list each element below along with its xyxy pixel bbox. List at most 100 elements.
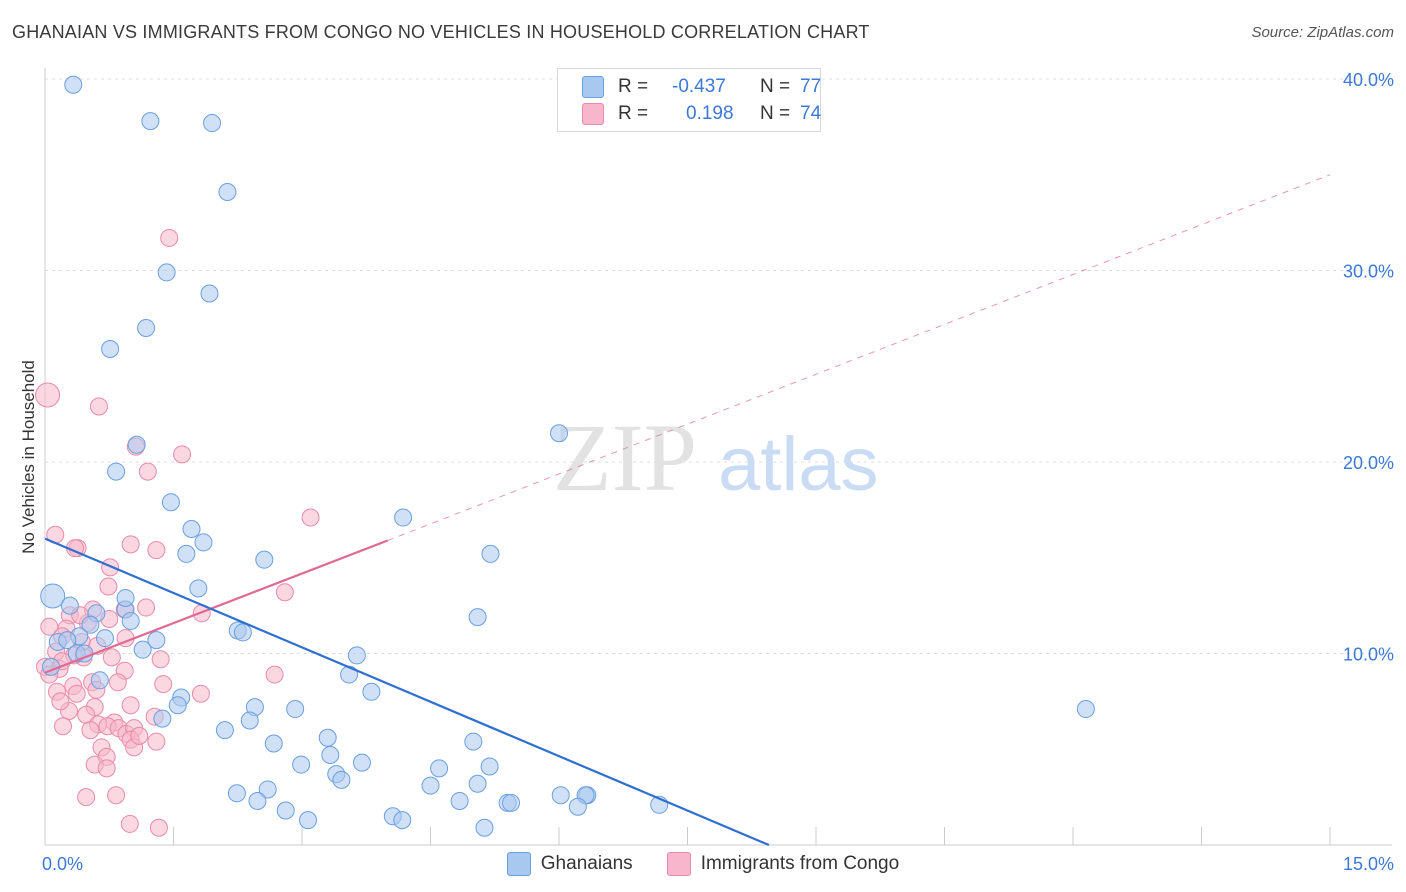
congo-point bbox=[51, 692, 70, 711]
ghanaian-point bbox=[568, 797, 587, 816]
legend-swatch-pink bbox=[666, 852, 691, 876]
ghanaian-point bbox=[64, 75, 83, 94]
ghanaian-point bbox=[464, 732, 483, 751]
ghanaian-point bbox=[352, 753, 371, 772]
legend-swatch-blue bbox=[582, 76, 604, 98]
ghanaian-point bbox=[182, 520, 201, 539]
grid-lines bbox=[45, 78, 1392, 654]
ghanaian-point bbox=[240, 711, 259, 730]
congo-trend-line bbox=[44, 539, 389, 674]
ghanaian-point bbox=[177, 544, 196, 563]
legend-swatch-pink bbox=[582, 103, 604, 125]
congo-point bbox=[149, 818, 168, 837]
congo-point bbox=[67, 684, 86, 703]
congo-point bbox=[130, 726, 149, 745]
legend-item-congo[interactable]: Immigrants from Congo bbox=[666, 852, 900, 876]
ghanaian-point bbox=[475, 818, 494, 837]
ghanaian-point bbox=[421, 776, 440, 795]
ghanaian-point bbox=[286, 700, 305, 719]
ghanaian-point bbox=[481, 544, 500, 563]
watermark-atlas: atlas bbox=[718, 422, 879, 507]
congo-point bbox=[97, 759, 116, 778]
ghanaian-point bbox=[81, 615, 100, 634]
congo-point bbox=[77, 788, 96, 807]
legend-label-congo: Immigrants from Congo bbox=[700, 853, 900, 874]
series-legend: Ghanaians Immigrants from Congo bbox=[0, 852, 1406, 876]
congo-point bbox=[81, 721, 100, 740]
ghanaian-point bbox=[255, 550, 274, 569]
ghanaian-point bbox=[200, 284, 219, 303]
ghanaian-point bbox=[258, 780, 277, 799]
congo-point bbox=[137, 598, 156, 617]
ghanaian-point bbox=[60, 596, 79, 615]
legend-item-ghanaians[interactable]: Ghanaians bbox=[506, 852, 633, 876]
ghanaian-point bbox=[502, 793, 521, 812]
ghanaian-point bbox=[189, 579, 208, 598]
ghanaian-point bbox=[153, 709, 172, 728]
ghanaian-point bbox=[121, 611, 140, 630]
ghanaian-point bbox=[203, 114, 222, 133]
congo-point bbox=[121, 535, 140, 554]
ghanaian-point bbox=[227, 784, 246, 803]
ghanaian-point bbox=[127, 435, 146, 454]
ghanaian-point bbox=[147, 631, 166, 650]
ghanaian-point bbox=[233, 623, 252, 642]
ghanaian-point bbox=[141, 112, 160, 131]
ghanaian-point bbox=[318, 728, 337, 747]
ghanaian-point bbox=[40, 583, 66, 609]
axis-labels: 10.0% 20.0% 30.0% 40.0% 0.0% 15.0% No Vehicles… bbox=[19, 70, 1394, 874]
congo-point bbox=[191, 684, 210, 703]
ghanaian-point bbox=[137, 318, 156, 337]
chart-title: GHANAIAN VS IMMIGRANTS FROM CONGO NO VEH… bbox=[12, 22, 870, 42]
congo-trend-extension bbox=[387, 174, 1331, 541]
congo-point bbox=[173, 445, 192, 464]
ghanaian-point bbox=[1076, 700, 1095, 719]
congo-point bbox=[102, 648, 121, 667]
ghanaian-point bbox=[194, 533, 213, 552]
y-tick-label: 10.0% bbox=[1343, 645, 1394, 665]
legend-swatch-blue bbox=[506, 852, 531, 876]
watermark-zip: ZIP bbox=[553, 404, 697, 511]
ghanaian-point bbox=[218, 182, 237, 201]
ghanaian-point bbox=[90, 671, 109, 690]
ghanaian-point bbox=[101, 340, 120, 359]
ghanaian-point bbox=[468, 774, 487, 793]
ghanaian-point bbox=[550, 424, 568, 443]
ghanaian-trend-line bbox=[44, 537, 770, 847]
ghanaian-point bbox=[321, 745, 340, 764]
ghanaian-point bbox=[157, 263, 176, 282]
congo-point bbox=[275, 583, 294, 602]
congo-point bbox=[35, 382, 61, 408]
legend-label-ghanaians: Ghanaians bbox=[540, 853, 633, 874]
trend-lines bbox=[44, 174, 1331, 847]
legend-n-label: N = bbox=[760, 103, 791, 124]
y-tick-label: 30.0% bbox=[1343, 262, 1394, 282]
legend-r-label: R = bbox=[618, 76, 649, 97]
ghanaian-point bbox=[393, 811, 412, 830]
ghanaian-point bbox=[58, 631, 77, 650]
congo-point bbox=[121, 696, 140, 715]
congo-point bbox=[99, 577, 118, 596]
congo-point bbox=[120, 814, 139, 833]
congo-point bbox=[301, 508, 320, 527]
legend-n-value: 77 bbox=[800, 76, 822, 97]
congo-point bbox=[265, 665, 284, 684]
congo-point bbox=[89, 397, 108, 416]
ghanaian-point bbox=[340, 665, 359, 684]
ghanaian-point bbox=[551, 786, 570, 805]
watermark: ZIP atlas bbox=[553, 404, 879, 511]
ghanaian-point bbox=[168, 696, 187, 715]
ghanaian-point bbox=[332, 770, 351, 789]
x-tick-label-min: 0.0% bbox=[42, 854, 83, 874]
congo-point bbox=[108, 673, 127, 692]
ghanaian-point bbox=[468, 608, 487, 627]
congo-point bbox=[107, 786, 126, 805]
ghanaian-point bbox=[215, 721, 234, 740]
ghanaian-point bbox=[107, 462, 126, 481]
ghanaian-point bbox=[298, 811, 317, 830]
congo-point bbox=[151, 650, 170, 669]
congo-point bbox=[147, 732, 166, 751]
legend-n-value: 74 bbox=[800, 103, 822, 124]
legend-r-value: -0.437 bbox=[672, 76, 726, 97]
